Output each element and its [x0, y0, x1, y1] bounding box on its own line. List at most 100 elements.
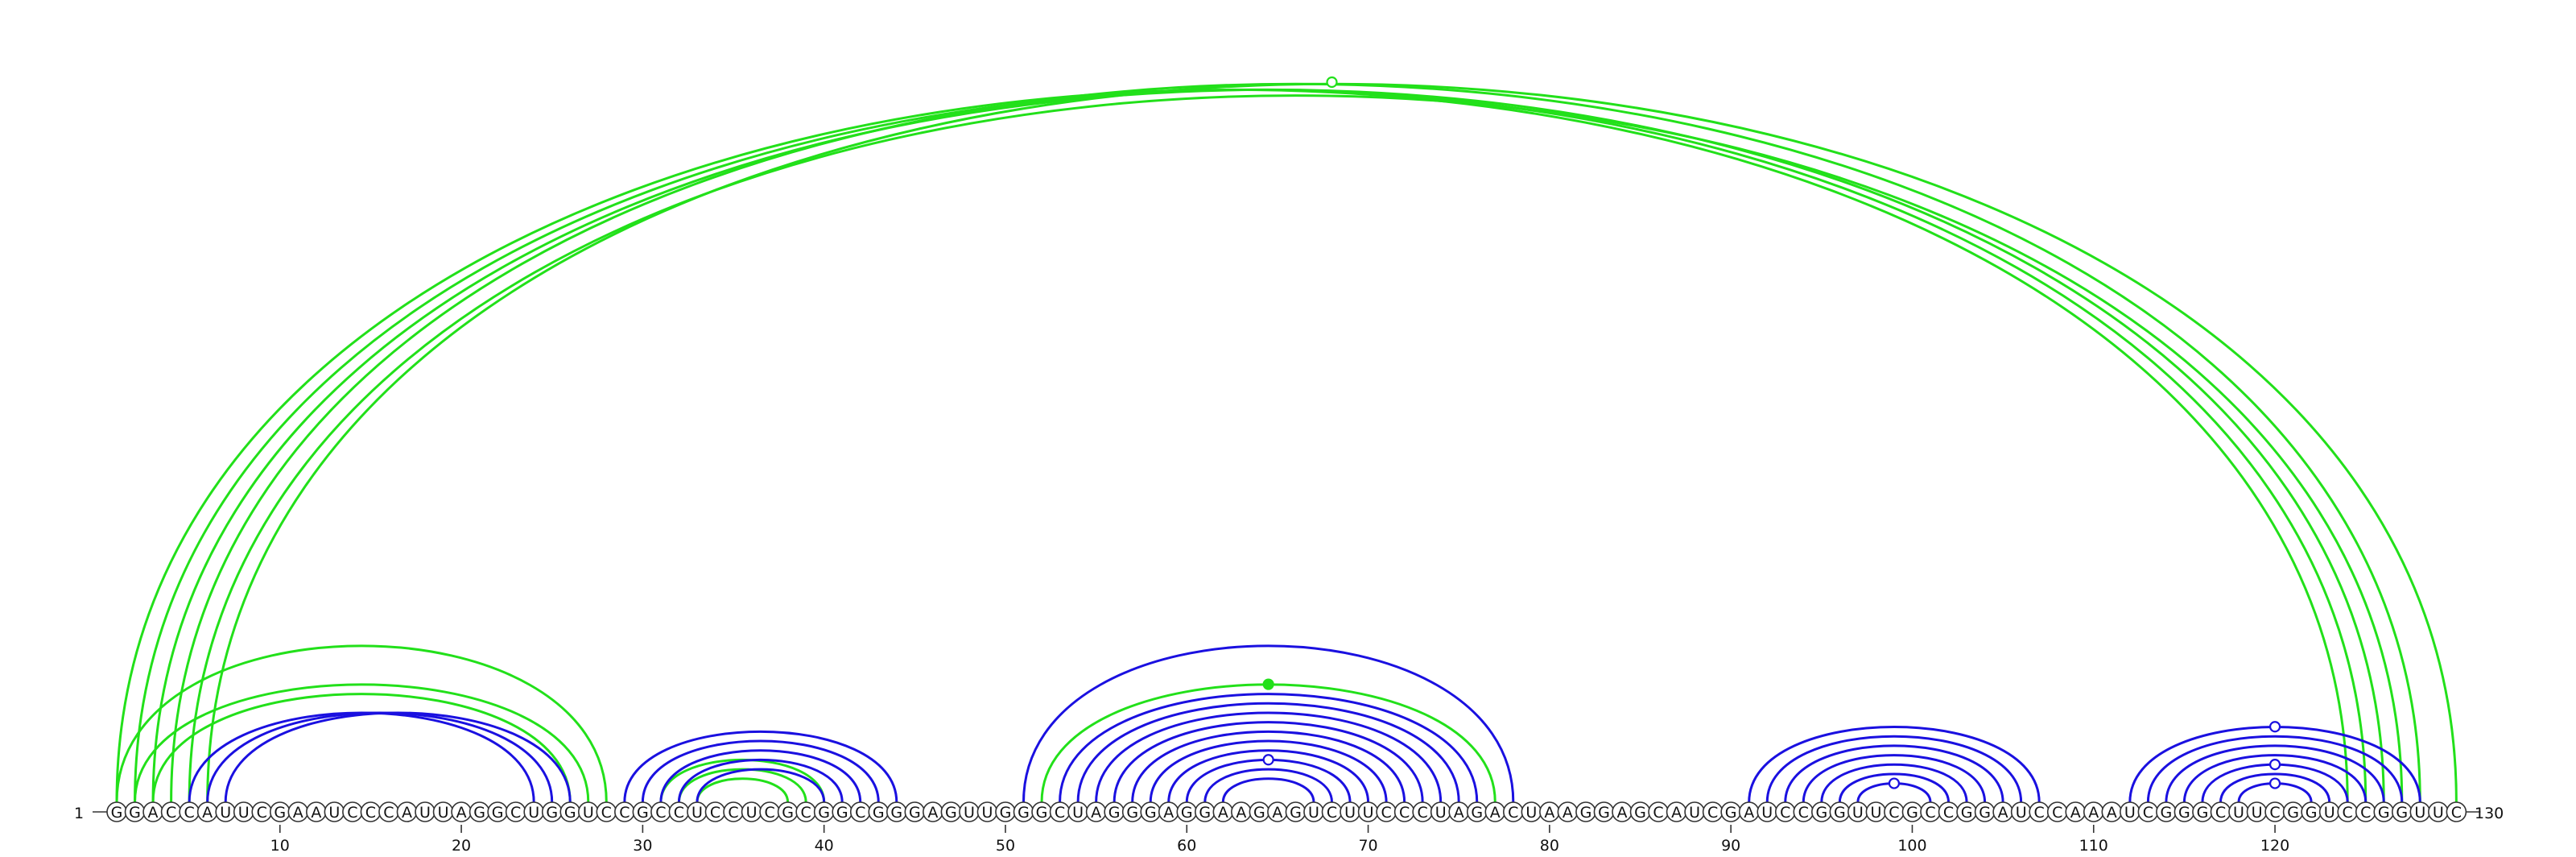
nucleotide-letter: C	[1798, 804, 1809, 822]
nucleotide: G	[106, 801, 127, 822]
nucleotide-letter: U	[2016, 804, 2027, 822]
position-tick-label: 40	[815, 837, 834, 855]
nucleotide: G	[868, 801, 890, 822]
blue-base-pair-arc	[1221, 777, 1315, 803]
nucleotide: A	[451, 801, 472, 822]
nucleotide: U	[432, 801, 454, 822]
nucleotide: G	[1140, 801, 1162, 822]
nucleotide: G	[1575, 801, 1596, 822]
nucleotide-letter: G	[1834, 804, 1846, 822]
nucleotide-letter: G	[1634, 804, 1646, 822]
nucleotide-letter: A	[1544, 804, 1554, 822]
nucleotide: C	[2210, 801, 2231, 822]
nucleotide-letter: C	[710, 804, 720, 822]
nucleotide: A	[2065, 801, 2087, 822]
blue-base-pair-arc	[1185, 759, 1352, 803]
nucleotide: U	[1865, 801, 1887, 822]
nucleotide: G	[2391, 801, 2413, 822]
nucleotide-letter: C	[1780, 804, 1790, 822]
nucleotide-letter: G	[1471, 804, 1483, 822]
nucleotide: C	[723, 801, 744, 822]
nucleotide: C	[849, 801, 871, 822]
blue-base-pair-arc	[1131, 730, 1406, 803]
nucleotide-letter: U	[1852, 804, 1864, 822]
nucleotide: C	[2046, 801, 2068, 822]
nucleotide: U	[1430, 801, 1451, 822]
blue-base-pair-arc	[2219, 772, 2331, 803]
nucleotide-letter: G	[1036, 804, 1048, 822]
nucleotide: C	[1884, 801, 1905, 822]
nucleotide: U	[2409, 801, 2431, 822]
nucleotide: C	[1393, 801, 1415, 822]
nucleotide: G	[995, 801, 1016, 822]
nucleotide: A	[1738, 801, 1760, 822]
arc-apex-marker	[2268, 777, 2281, 789]
nucleotide: A	[2083, 801, 2104, 822]
blue-base-pair-arc	[2146, 735, 2404, 803]
nucleotide-letter: C	[1327, 804, 1337, 822]
nucleotide: A	[1539, 801, 1560, 822]
position-tick-label: 90	[1721, 837, 1740, 855]
nucleotide-letter: G	[492, 804, 504, 822]
nucleotide-letter: A	[2107, 804, 2117, 822]
nucleotide-letter: C	[601, 804, 612, 822]
nucleotide-letter: U	[583, 804, 594, 822]
blue-base-pair-arc	[1149, 739, 1388, 803]
nucleotide: A	[396, 801, 418, 822]
nucleotide-letter: G	[111, 804, 123, 822]
nucleotide-letter: U	[419, 804, 431, 822]
nucleotide-letter: U	[1689, 804, 1700, 822]
blue-base-pair-arc	[1022, 644, 1515, 803]
nucleotide-letter: G	[1018, 804, 1030, 822]
nucleotide-letter: C	[2143, 804, 2153, 822]
nucleotide: G	[1285, 801, 1307, 822]
nucleotide-letter: A	[456, 804, 467, 822]
nucleotide-letter: C	[1055, 804, 1065, 822]
nucleotide: U	[577, 801, 599, 822]
blue-base-pair-arc	[1203, 768, 1334, 803]
position-tick-label: 100	[1897, 837, 1926, 855]
blue-base-pair-arc	[2165, 744, 2385, 803]
nucleotide-letter: U	[1072, 804, 1084, 822]
nucleotide: C	[160, 801, 182, 822]
nucleotide-letter: U	[1525, 804, 1537, 822]
nucleotide: G	[541, 801, 563, 822]
nucleotide: U	[1684, 801, 1705, 822]
nucleotide: A	[1666, 801, 1687, 822]
nucleotide-letter: A	[1272, 804, 1282, 822]
nucleotide: U	[2428, 801, 2449, 822]
blue-base-pair-arc	[2182, 754, 2368, 803]
nucleotide-letter: G	[873, 804, 885, 822]
nucleotide: U	[2228, 801, 2249, 822]
nucleotide: G	[1974, 801, 1996, 822]
green-base-pair-arc	[696, 777, 790, 803]
nucleotide-letter: A	[1563, 804, 1573, 822]
nucleotide-letter: G	[1126, 804, 1138, 822]
blue-base-pair-arc	[1784, 744, 2004, 803]
nucleotide-letter: C	[2360, 804, 2371, 822]
nucleotide-letter: C	[1707, 804, 1718, 822]
nucleotide-letter: A	[1236, 804, 1246, 822]
nucleotide-letter: C	[347, 804, 357, 822]
nucleotide-letter: C	[674, 804, 684, 822]
nucleotide: C	[360, 801, 382, 822]
nucleotide-letter: G	[909, 804, 921, 822]
nucleotide: G	[1720, 801, 1741, 822]
nucleotide: A	[196, 801, 218, 822]
nucleotide: G	[1031, 801, 1052, 822]
nucleotide-letter: A	[1998, 804, 2008, 822]
arc-apex-marker	[1262, 678, 1274, 690]
nucleotide-letter: C	[2343, 804, 2353, 822]
arc-apex-marker	[1262, 754, 1274, 766]
nucleotide-letter: U	[2433, 804, 2444, 822]
nucleotide-letter: C	[184, 804, 194, 822]
blue-base-pair-arc	[677, 759, 844, 803]
nucleotide-letter: G	[1290, 804, 1302, 822]
nucleotide: C	[251, 801, 273, 822]
nucleotide: G	[559, 801, 581, 822]
nucleotide-letter: G	[1906, 804, 1918, 822]
nucleotide-letter: C	[619, 804, 630, 822]
position-tick-label: 10	[270, 837, 290, 855]
start-label: 1	[74, 805, 84, 822]
nucleotide: C	[1938, 801, 1959, 822]
